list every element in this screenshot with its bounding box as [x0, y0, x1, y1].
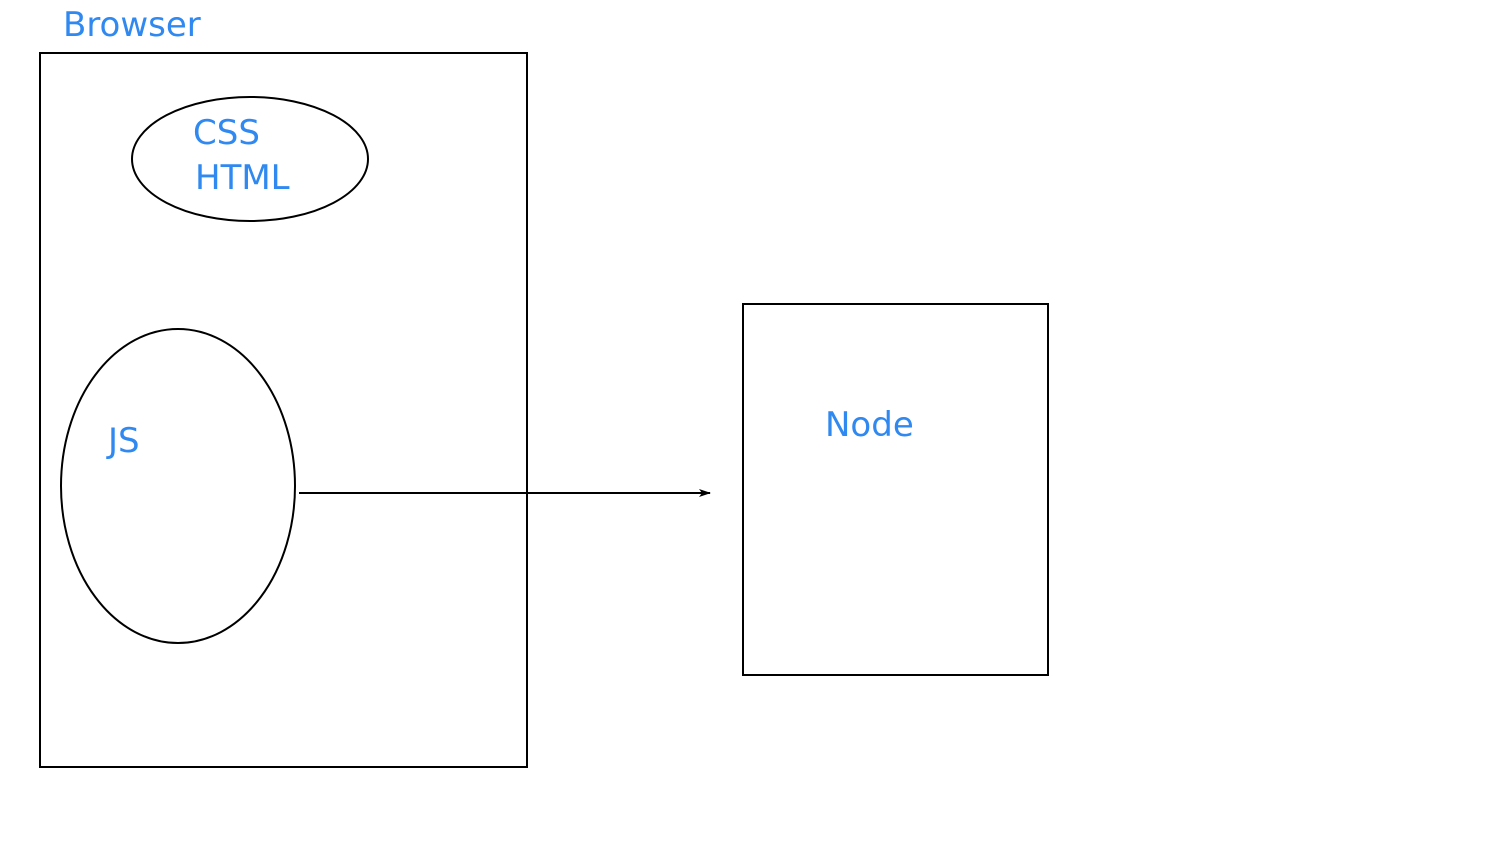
css-label: CSS	[193, 113, 260, 153]
js-ellipse	[60, 328, 296, 644]
node-box	[742, 303, 1049, 676]
browser-box	[39, 52, 528, 768]
js-label: JS	[108, 421, 140, 461]
html-label: HTML	[195, 158, 290, 198]
node-label: Node	[825, 405, 914, 445]
css-html-ellipse	[131, 96, 369, 222]
browser-label: Browser	[63, 5, 201, 45]
